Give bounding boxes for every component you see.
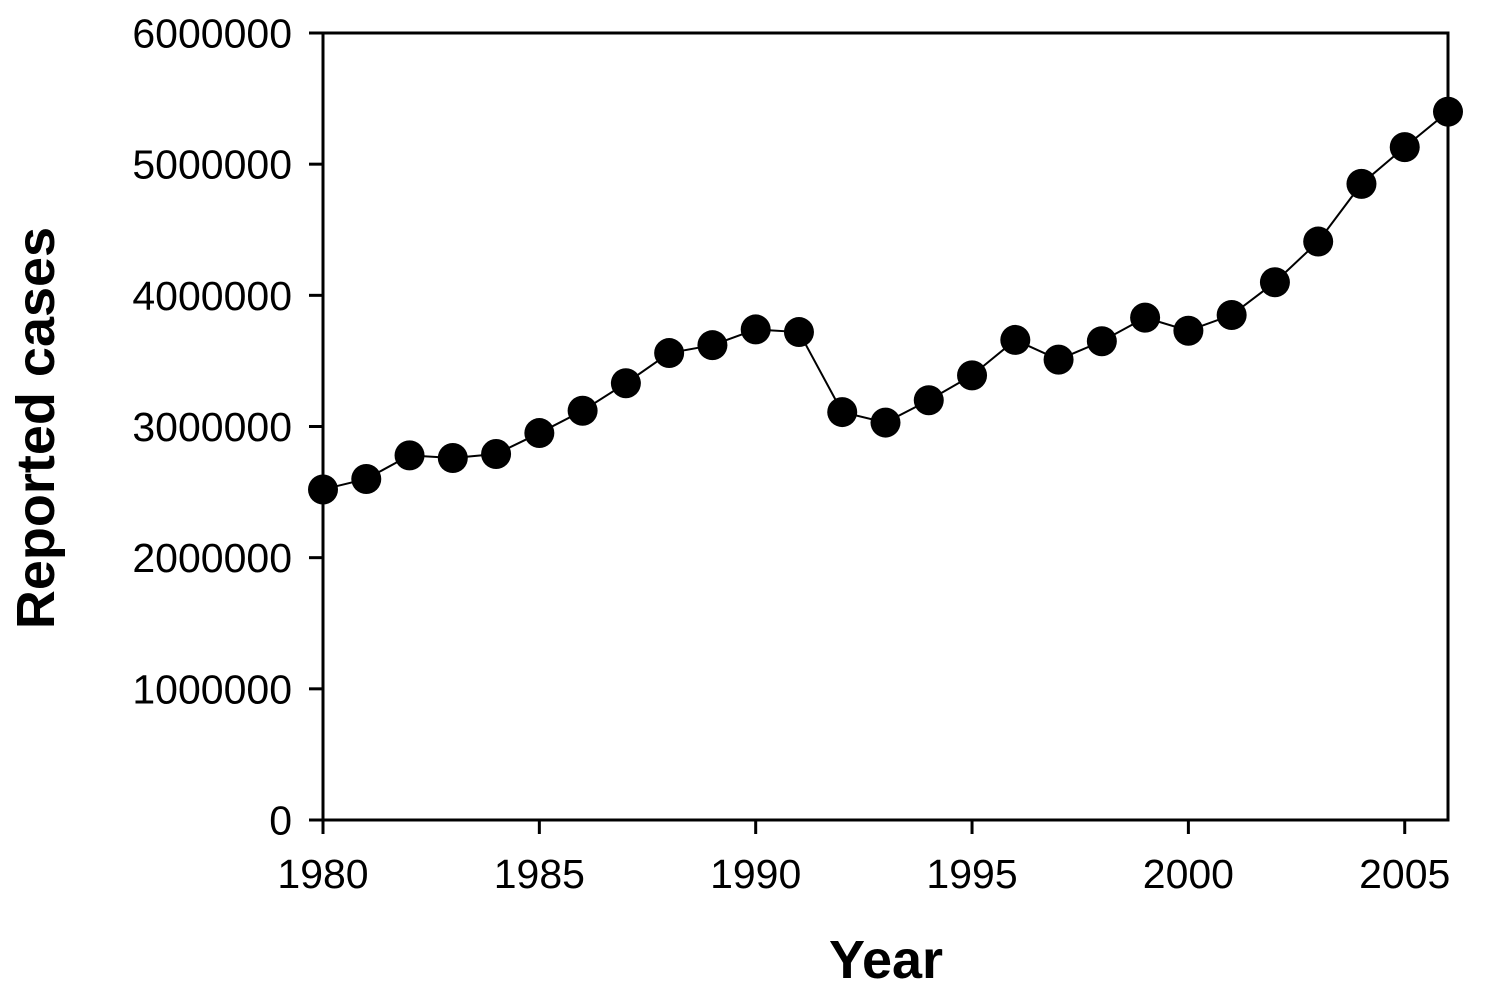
data-point-1982 bbox=[394, 440, 425, 471]
x-axis-title: Year bbox=[828, 930, 944, 990]
data-point-1995 bbox=[957, 360, 988, 391]
x-tick-label-1980: 1980 bbox=[277, 851, 368, 897]
data-point-1994 bbox=[913, 385, 944, 416]
data-point-1996 bbox=[1000, 324, 1031, 355]
y-tick-label-1000000: 1000000 bbox=[132, 666, 292, 712]
x-tick-label-1985: 1985 bbox=[494, 851, 585, 897]
data-point-1993 bbox=[870, 407, 901, 438]
x-tick-label-2005: 2005 bbox=[1359, 851, 1450, 897]
data-point-1990 bbox=[740, 314, 771, 345]
y-tick-label-6000000: 6000000 bbox=[132, 11, 292, 57]
y-tick-label-2000000: 2000000 bbox=[132, 535, 292, 581]
data-point-1998 bbox=[1086, 326, 1117, 357]
data-point-1985 bbox=[524, 418, 555, 449]
y-tick-label-4000000: 4000000 bbox=[132, 273, 292, 319]
data-point-1980 bbox=[308, 474, 338, 505]
x-tick-label-1990: 1990 bbox=[710, 851, 801, 897]
data-point-1981 bbox=[351, 463, 382, 494]
data-point-2005 bbox=[1389, 132, 1420, 163]
data-point-2000 bbox=[1173, 315, 1204, 346]
data-point-2004 bbox=[1346, 168, 1377, 199]
data-point-2002 bbox=[1259, 267, 1290, 298]
y-tick-label-0: 0 bbox=[269, 798, 292, 844]
data-point-1987 bbox=[610, 368, 641, 399]
data-point-2006 bbox=[1433, 96, 1463, 127]
data-point-2001 bbox=[1216, 300, 1247, 331]
data-point-2003 bbox=[1303, 226, 1334, 257]
y-tick-label-5000000: 5000000 bbox=[132, 142, 292, 188]
data-point-1984 bbox=[481, 439, 512, 470]
data-point-1989 bbox=[697, 330, 728, 361]
y-tick-label-3000000: 3000000 bbox=[132, 404, 292, 450]
data-point-1988 bbox=[654, 338, 685, 369]
x-tick-label-1995: 1995 bbox=[926, 851, 1017, 897]
y-axis-title: Reported cases bbox=[6, 226, 66, 630]
data-point-1992 bbox=[827, 397, 858, 428]
data-point-1983 bbox=[437, 442, 468, 473]
data-point-1991 bbox=[783, 317, 814, 348]
x-tick-label-2000: 2000 bbox=[1143, 851, 1234, 897]
data-point-1986 bbox=[567, 395, 598, 426]
data-point-1997 bbox=[1043, 344, 1074, 375]
data-point-1999 bbox=[1130, 302, 1161, 333]
